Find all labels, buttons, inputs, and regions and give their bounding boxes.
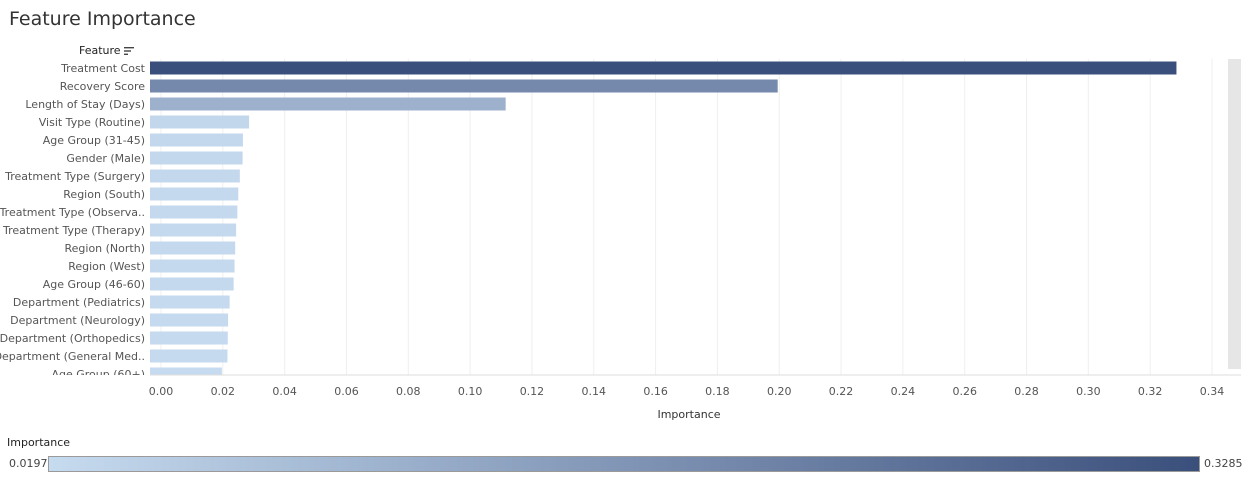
x-tick-label: 0.04 <box>272 385 297 398</box>
x-tick-label: 0.16 <box>643 385 668 398</box>
bar[interactable] <box>150 223 237 237</box>
feature-label: Region (North) <box>64 242 145 255</box>
bar[interactable] <box>150 349 228 363</box>
bar[interactable] <box>150 61 1177 75</box>
feature-importance-chart: Treatment Cost Recovery Score Length of St… <box>0 59 1241 421</box>
bars-group: Treatment Cost Recovery Score Length of St… <box>0 61 1177 381</box>
feature-label: Department (Pediatrics) <box>13 296 145 309</box>
legend-min-label: 0.0197 <box>9 457 48 470</box>
x-tick-label: 0.14 <box>582 385 607 398</box>
bar[interactable] <box>150 115 250 129</box>
feature-column-header[interactable]: Feature <box>79 44 134 57</box>
bar[interactable] <box>150 259 235 273</box>
x-tick-label: 0.26 <box>952 385 977 398</box>
page-title: Feature Importance <box>9 8 196 30</box>
feature-label: Treatment Cost <box>60 62 146 75</box>
feature-label: Department (General Med.. <box>0 350 145 363</box>
bar[interactable] <box>150 331 228 345</box>
feature-label: Recovery Score <box>60 80 146 93</box>
x-axis-title: Importance <box>657 408 720 421</box>
feature-label: Department (Neurology) <box>10 314 145 327</box>
bar[interactable] <box>150 205 238 219</box>
feature-label: Visit Type (Routine) <box>39 116 145 129</box>
bar[interactable] <box>150 151 243 165</box>
bar[interactable] <box>150 367 222 381</box>
bar[interactable] <box>150 187 239 201</box>
x-tick-label: 0.22 <box>829 385 854 398</box>
x-tick-label: 0.08 <box>396 385 421 398</box>
x-tick-label: 0.28 <box>1014 385 1039 398</box>
bar[interactable] <box>150 169 240 183</box>
bar[interactable] <box>150 133 243 147</box>
feature-label: Treatment Type (Therapy) <box>2 224 145 237</box>
feature-label: Department (Orthopedics) <box>0 332 145 345</box>
bar[interactable] <box>150 277 234 291</box>
x-tick-label: 0.30 <box>1076 385 1101 398</box>
bar[interactable] <box>150 79 778 93</box>
feature-label: Treatment Type (Observa.. <box>0 206 145 219</box>
feature-header-label: Feature <box>79 44 121 57</box>
bar[interactable] <box>150 97 506 111</box>
bar[interactable] <box>150 295 230 309</box>
vertical-scrollbar[interactable] <box>1228 59 1241 369</box>
feature-label: Region (South) <box>63 188 145 201</box>
feature-label: Gender (Male) <box>66 152 145 165</box>
feature-label: Age Group (46-60) <box>43 278 145 291</box>
bar[interactable] <box>150 241 236 255</box>
x-tick-label: 0.18 <box>705 385 730 398</box>
x-tick-label: 0.24 <box>891 385 916 398</box>
legend-color-ramp <box>48 456 1200 472</box>
x-tick-label: 0.20 <box>767 385 792 398</box>
legend-title: Importance <box>7 436 71 449</box>
x-tick-label: 0.32 <box>1138 385 1163 398</box>
x-tick-label: 0.10 <box>458 385 483 398</box>
bar[interactable] <box>150 313 229 327</box>
x-tick-label: 0.34 <box>1200 385 1225 398</box>
legend-max-label: 0.3285 <box>1204 457 1243 470</box>
x-tick-label: 0.12 <box>520 385 545 398</box>
feature-label: Region (West) <box>68 260 145 273</box>
feature-label: Age Group (60+) <box>51 368 145 381</box>
feature-label: Length of Stay (Days) <box>25 98 145 111</box>
feature-label: Age Group (31-45) <box>43 134 145 147</box>
sort-descending-icon[interactable] <box>123 46 134 56</box>
x-tick-label: 0.02 <box>211 385 236 398</box>
feature-label: Treatment Type (Surgery) <box>4 170 145 183</box>
x-tick-label: 0.06 <box>334 385 359 398</box>
x-tick-label: 0.00 <box>149 385 174 398</box>
